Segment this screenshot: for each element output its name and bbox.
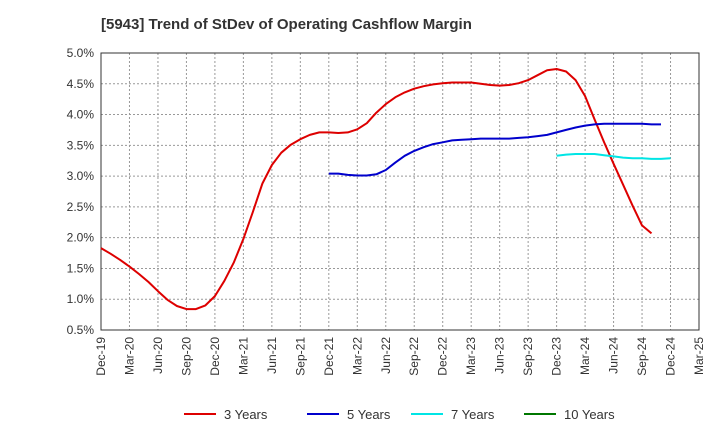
series-lines [100, 68, 671, 311]
y-tick-label: 4.5% [67, 77, 95, 91]
y-tick-label: 1.5% [67, 261, 95, 275]
legend-label: 10 Years [564, 407, 615, 422]
y-tick-label: 2.5% [67, 200, 95, 214]
y-tick-label: 3.5% [67, 138, 95, 152]
y-tick-label: 3.0% [67, 169, 95, 183]
y-tick-label: 5.0% [67, 46, 95, 60]
y-tick-labels: 0.5% 1.0% 1.5% 2.0% 2.5% 3.0% 3.5% 4.0% 4.5% 5.0% [67, 46, 95, 337]
x-tick-label: Mar-22 [350, 337, 364, 375]
series-line-3-years [100, 68, 653, 311]
series-line-5-years [328, 122, 661, 177]
x-tick-label: Dec-19 [94, 337, 108, 376]
x-tick-label: Sep-22 [407, 337, 421, 376]
x-tick-label: Jun-23 [493, 337, 507, 374]
x-tick-label: Mar-20 [122, 337, 136, 375]
x-tick-label: Dec-23 [550, 337, 564, 376]
x-tick-label: Dec-24 [664, 337, 678, 376]
legend-label: 5 Years [347, 407, 391, 422]
x-tick-label: Sep-24 [635, 337, 649, 376]
legend: 3 Years 5 Years 7 Years 10 Years [184, 407, 615, 422]
plot-frame [100, 52, 700, 331]
y-tick-label: 2.0% [67, 231, 95, 245]
x-tick-labels: Dec-19 Mar-20 Jun-20 Sep-20 Dec-20 Mar-21 Jun-… [94, 337, 706, 376]
chart-title: [5943] Trend of StDev of Operating Cashf… [101, 16, 472, 33]
x-tick-label: Mar-25 [692, 337, 706, 375]
x-tick-label: Sep-21 [293, 337, 307, 376]
x-tick-label: Mar-21 [236, 337, 250, 375]
x-tick-label: Mar-24 [578, 337, 592, 375]
legend-label: 3 Years [224, 407, 268, 422]
x-tick-label: Mar-23 [464, 337, 478, 375]
y-tick-label: 0.5% [67, 323, 95, 337]
x-tick-label: Jun-21 [265, 337, 279, 374]
x-tick-label: Jun-22 [379, 337, 393, 374]
x-tick-label: Jun-20 [151, 337, 165, 374]
x-tick-label: Dec-20 [208, 337, 222, 376]
x-tick-label: Sep-23 [521, 337, 535, 376]
x-tick-label: Jun-24 [607, 337, 621, 374]
x-tick-label: Dec-22 [436, 337, 450, 376]
legend-label: 7 Years [451, 407, 495, 422]
axes [100, 52, 700, 331]
x-tick-label: Dec-21 [322, 337, 336, 376]
x-tick-label: Sep-20 [179, 337, 193, 376]
y-tick-label: 4.0% [67, 108, 95, 122]
series-line-7-years [556, 153, 671, 160]
y-tick-label: 1.0% [67, 292, 95, 306]
